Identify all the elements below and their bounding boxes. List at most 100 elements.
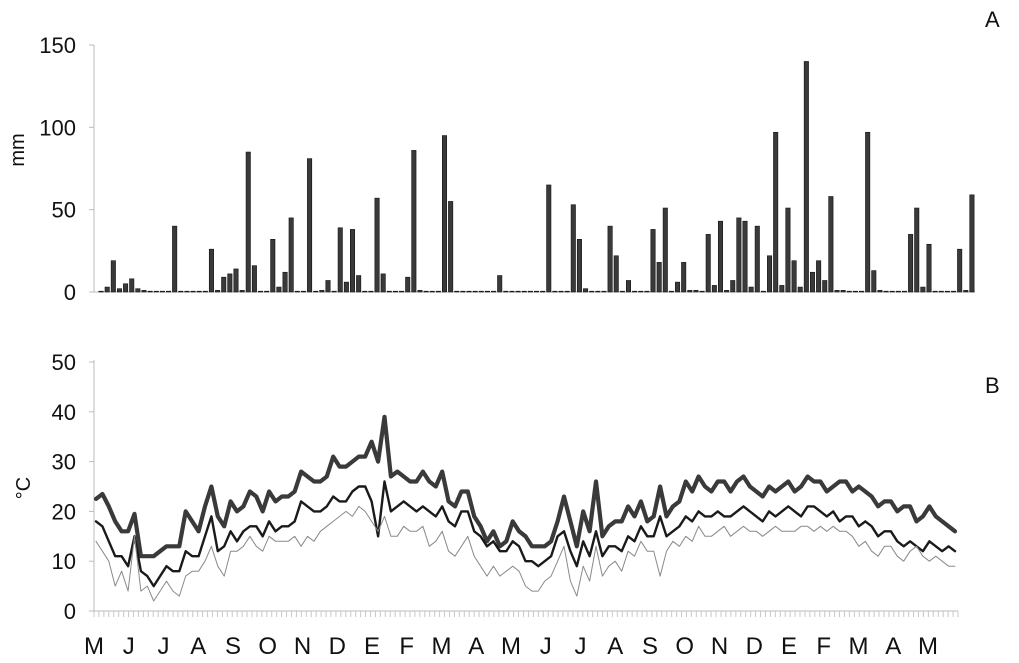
y-axis-label-a: mm	[7, 133, 29, 166]
rain-bar	[705, 234, 711, 293]
rain-bar	[607, 225, 613, 293]
panel-label-a: A	[985, 7, 1000, 32]
rain-bar	[337, 227, 343, 293]
rain-bar	[374, 197, 380, 293]
rain-bar	[527, 290, 533, 293]
rain-bar	[380, 273, 386, 293]
rain-bar	[564, 290, 570, 293]
rain-bar	[460, 290, 466, 293]
rain-bar	[233, 268, 239, 293]
rain-bar	[411, 150, 417, 293]
month-label: M	[84, 633, 104, 660]
month-label: E	[781, 633, 797, 660]
rain-bar	[472, 290, 478, 293]
rain-bar	[208, 248, 214, 293]
rain-bar	[822, 280, 828, 293]
rain-bar	[166, 290, 172, 293]
rain-bar	[871, 270, 877, 293]
rain-bar	[202, 290, 208, 293]
rain-bar	[288, 217, 294, 293]
rain-bar	[484, 290, 490, 293]
rain-bar	[601, 290, 607, 293]
temp-line-min	[95, 505, 956, 602]
rain-bar	[576, 239, 582, 293]
temp-line-max	[93, 414, 958, 559]
rain-bar	[957, 248, 963, 293]
rain-bar	[245, 151, 251, 293]
rain-bar	[147, 290, 153, 293]
rain-bar	[944, 290, 950, 293]
rain-bar	[625, 280, 631, 293]
rain-bar	[895, 290, 901, 293]
month-label: D	[746, 633, 763, 660]
rain-bar	[779, 285, 785, 293]
panel-label-b: B	[985, 373, 1000, 398]
rain-bar	[834, 290, 840, 293]
y-tick-label: 10	[52, 549, 76, 574]
rain-bar	[264, 290, 270, 293]
rain-bar	[748, 286, 754, 293]
y-tick-label: 20	[52, 499, 76, 524]
rain-bar	[319, 290, 325, 293]
rain-bar	[307, 158, 313, 293]
month-label: N	[711, 633, 728, 660]
rain-bar	[859, 290, 865, 293]
rain-bar	[791, 260, 797, 293]
rain-bar	[190, 290, 196, 293]
rain-bar	[638, 290, 644, 293]
rain-bar	[920, 286, 926, 293]
y-ticks-b: 0 10 20 30 40 50	[52, 350, 94, 624]
rain-bar	[300, 290, 306, 293]
rain-bar	[546, 184, 552, 293]
rain-bar	[969, 194, 975, 293]
rain-bar	[816, 260, 822, 293]
rain-bar	[693, 290, 699, 293]
rain-bar	[675, 281, 681, 293]
rain-bar	[803, 61, 809, 293]
rain-bar	[172, 225, 178, 293]
rain-bar	[828, 196, 834, 293]
rain-bar	[650, 229, 656, 293]
rain-bar	[392, 290, 398, 293]
month-label: M	[501, 633, 521, 660]
y-tick-label: 30	[52, 450, 76, 475]
y-tick-label: 50	[52, 350, 76, 375]
rain-bar	[429, 290, 435, 293]
rain-bar	[901, 290, 907, 293]
rain-bar	[877, 290, 883, 293]
rain-bar	[742, 220, 748, 293]
rain-bar	[239, 290, 245, 293]
rain-bar	[435, 290, 441, 293]
rain-bar	[123, 283, 129, 293]
rain-bar	[405, 276, 411, 293]
rain-bar	[760, 290, 766, 293]
rain-bar	[178, 290, 184, 293]
rain-bar	[331, 290, 337, 293]
rain-bar	[809, 271, 815, 293]
rain-bar	[951, 290, 957, 293]
rain-bar	[521, 290, 527, 293]
rain-bar	[711, 285, 717, 293]
month-label: A	[468, 633, 484, 660]
precipitation-panel: A 0 50 100 150 mm	[7, 7, 1000, 305]
temp-line-mean	[94, 480, 957, 588]
month-label: A	[190, 633, 206, 660]
rain-bar	[914, 207, 920, 293]
rain-bar	[153, 290, 159, 293]
y-tick-label: 50	[52, 198, 76, 223]
rain-bar	[865, 131, 871, 293]
rain-bar	[362, 290, 368, 293]
month-label: S	[225, 633, 241, 660]
rain-bar	[215, 290, 221, 293]
rain-bar	[221, 276, 227, 293]
x-minor-ticks-b	[93, 611, 959, 617]
rain-bar	[491, 290, 497, 293]
rain-bar	[926, 243, 932, 293]
rain-bar	[846, 290, 852, 293]
rain-bar	[754, 225, 760, 293]
y-ticks-a: 0 50 100 150	[39, 33, 94, 305]
rain-bar	[356, 275, 362, 293]
